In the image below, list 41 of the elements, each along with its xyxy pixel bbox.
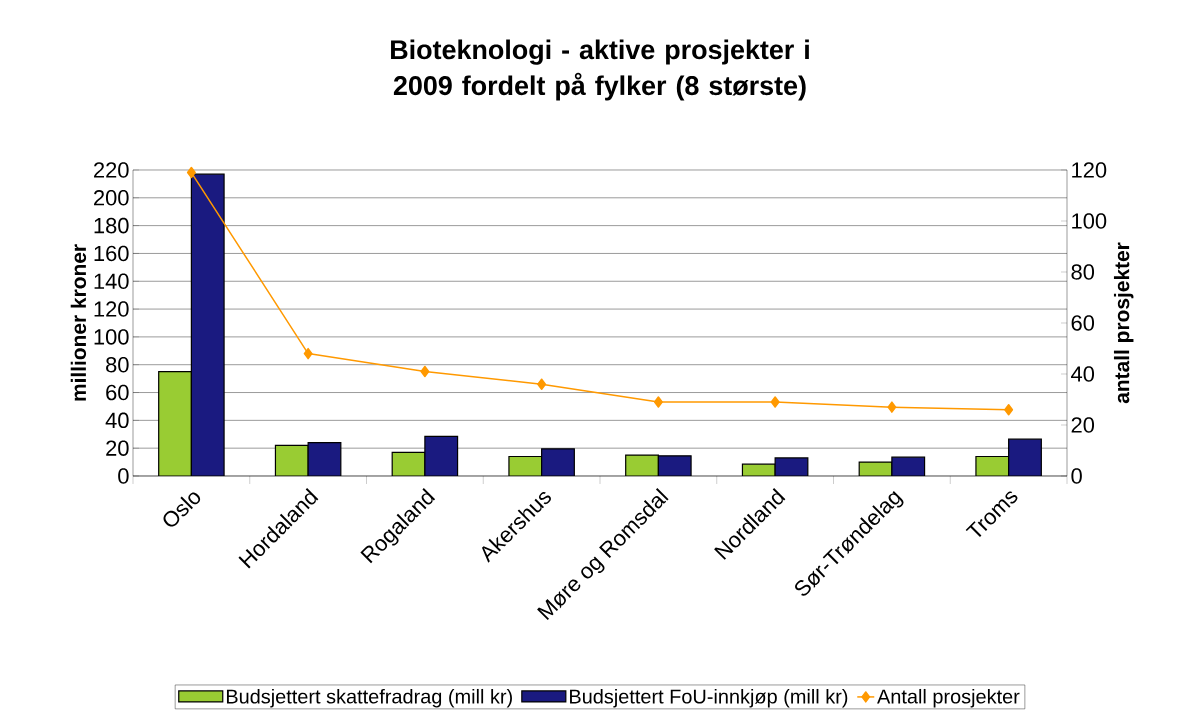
point [186, 166, 196, 179]
y-tick-label: 40 [105, 412, 129, 429]
point [770, 396, 780, 408]
y-axis-title: millioner kroner [70, 244, 87, 401]
bar [307, 442, 342, 476]
y-tick-label: 200 [94, 190, 129, 206]
bar [190, 173, 225, 476]
y-tick-label: 220 [94, 162, 129, 178]
chart-title: Bioteknologi - aktive prosjekter i 2009 fordelt på fylker (8 største) [391, 39, 809, 101]
point [653, 396, 663, 408]
y-tick-label: 120 [94, 301, 129, 317]
y2-tick-label: 40 [1071, 366, 1095, 382]
point [1004, 403, 1014, 416]
point [537, 378, 547, 390]
y2-tick-label: 60 [1071, 315, 1095, 331]
y-tick-label: 140 [94, 273, 129, 290]
point [303, 347, 313, 360]
y2-tick-label: 0 [1071, 468, 1082, 484]
legend-label: Antall prosjekter [877, 688, 1020, 708]
point [887, 401, 897, 413]
bar [158, 371, 192, 476]
x-tick-label: Oslo [163, 492, 201, 527]
bar [424, 435, 459, 476]
y-tick-label: 180 [94, 217, 129, 234]
bar [1008, 438, 1042, 476]
legend-label: Budsjettert skattefradrag (mill kr) [226, 688, 512, 708]
legend-label: Budsjettert FoU-innkjøp (mill kr) [570, 688, 848, 708]
y-tick-label: 20 [106, 440, 129, 456]
bar [274, 444, 309, 476]
y2-axis-title: antall prosjekter [1113, 242, 1134, 404]
y-tick-label: 0 [118, 468, 129, 484]
y-tick-label: 80 [106, 356, 129, 373]
y-tick-label: 60 [106, 384, 129, 401]
bar [541, 448, 575, 476]
y2-tick-label: 80 [1071, 264, 1095, 280]
y-tick-label: 160 [94, 245, 129, 262]
y2-tick-label: 120 [1072, 162, 1107, 178]
y2-tick-label: 20 [1071, 417, 1095, 433]
y-tick-label: 100 [94, 329, 129, 345]
point [420, 365, 430, 378]
y2-tick-label: 100 [1072, 213, 1107, 229]
